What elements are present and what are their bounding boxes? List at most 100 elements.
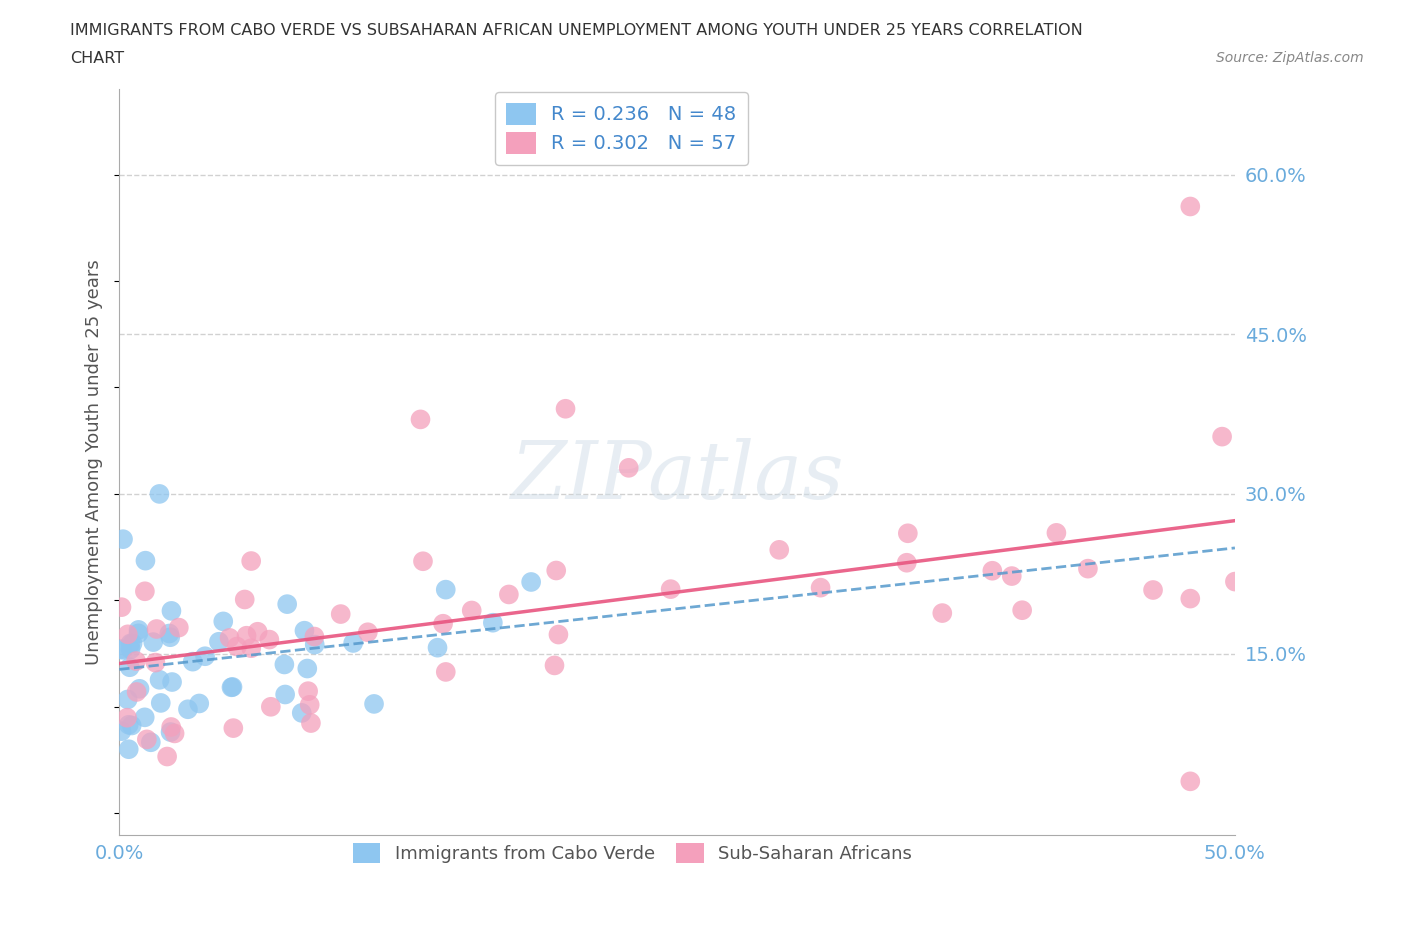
Point [498, 587, 520, 602]
Point [273, 657, 295, 671]
Point [297, 661, 319, 676]
Point [363, 697, 385, 711]
Point [1045, 525, 1067, 540]
Point [1223, 574, 1246, 589]
Y-axis label: Unemployment Among Youth under 25 years: Unemployment Among Youth under 25 years [86, 259, 103, 665]
Point [118, 717, 141, 732]
Point [233, 592, 256, 607]
Point [1180, 591, 1202, 606]
Point [297, 684, 319, 698]
Point [304, 629, 326, 644]
Point [274, 687, 297, 702]
Point [546, 563, 568, 578]
Point [409, 412, 432, 427]
Text: Source: ZipAtlas.com: Source: ZipAtlas.com [1216, 51, 1364, 65]
Text: IMMIGRANTS FROM CABO VERDE VS SUBSAHARAN AFRICAN UNEMPLOYMENT AMONG YOUTH UNDER : IMMIGRANTS FROM CABO VERDE VS SUBSAHARAN… [70, 23, 1083, 38]
Point [221, 680, 243, 695]
Point [121, 718, 143, 733]
Point [160, 720, 183, 735]
Point [134, 553, 156, 568]
Point [1001, 568, 1024, 583]
Point [181, 654, 204, 669]
Point [127, 626, 149, 641]
Point [111, 643, 134, 658]
Point [543, 658, 565, 672]
Point [1180, 199, 1202, 214]
Point [260, 699, 283, 714]
Point [135, 732, 157, 747]
Point [157, 626, 180, 641]
Point [1077, 561, 1099, 576]
Point [299, 715, 322, 730]
Point [235, 629, 257, 644]
Point [117, 627, 139, 642]
Point [212, 614, 235, 629]
Point [160, 604, 183, 618]
Legend: Immigrants from Cabo Verde, Sub-Saharan Africans: Immigrants from Cabo Verde, Sub-Saharan … [346, 836, 920, 870]
Point [304, 637, 326, 652]
Point [142, 634, 165, 649]
Point [226, 639, 249, 654]
Point [111, 642, 134, 657]
Point [482, 616, 505, 631]
Point [981, 564, 1004, 578]
Point [520, 575, 543, 590]
Point [768, 542, 790, 557]
Point [128, 622, 150, 637]
Point [139, 735, 162, 750]
Point [134, 710, 156, 724]
Point [117, 692, 139, 707]
Point [432, 617, 454, 631]
Point [160, 674, 183, 689]
Point [121, 636, 143, 651]
Point [461, 603, 484, 618]
Point [276, 597, 298, 612]
Point [897, 525, 920, 540]
Point [118, 742, 141, 757]
Point [156, 749, 179, 764]
Point [218, 631, 240, 645]
Point [426, 640, 449, 655]
Point [1142, 582, 1164, 597]
Text: CHART: CHART [70, 51, 124, 66]
Point [148, 486, 170, 501]
Point [111, 532, 134, 547]
Point [128, 682, 150, 697]
Point [240, 553, 263, 568]
Point [177, 702, 200, 717]
Point [115, 711, 138, 725]
Point [931, 605, 953, 620]
Point [159, 724, 181, 739]
Point [294, 623, 316, 638]
Point [1211, 429, 1233, 444]
Point [118, 659, 141, 674]
Point [120, 636, 142, 651]
Point [298, 698, 321, 712]
Point [291, 706, 314, 721]
Point [554, 402, 576, 417]
Point [163, 726, 186, 741]
Point [259, 632, 281, 647]
Point [342, 635, 364, 650]
Point [188, 696, 211, 711]
Point [208, 634, 231, 649]
Point [134, 584, 156, 599]
Point [159, 630, 181, 644]
Point [149, 696, 172, 711]
Point [110, 724, 132, 738]
Point [125, 654, 148, 669]
Point [240, 641, 263, 656]
Text: ZIPatlas: ZIPatlas [510, 438, 844, 515]
Point [329, 606, 352, 621]
Point [810, 580, 832, 595]
Point [1180, 774, 1202, 789]
Point [110, 600, 132, 615]
Point [1011, 603, 1033, 618]
Point [434, 582, 457, 597]
Point [125, 684, 148, 699]
Point [896, 555, 918, 570]
Point [246, 624, 269, 639]
Point [145, 621, 167, 636]
Point [194, 649, 217, 664]
Point [222, 721, 245, 736]
